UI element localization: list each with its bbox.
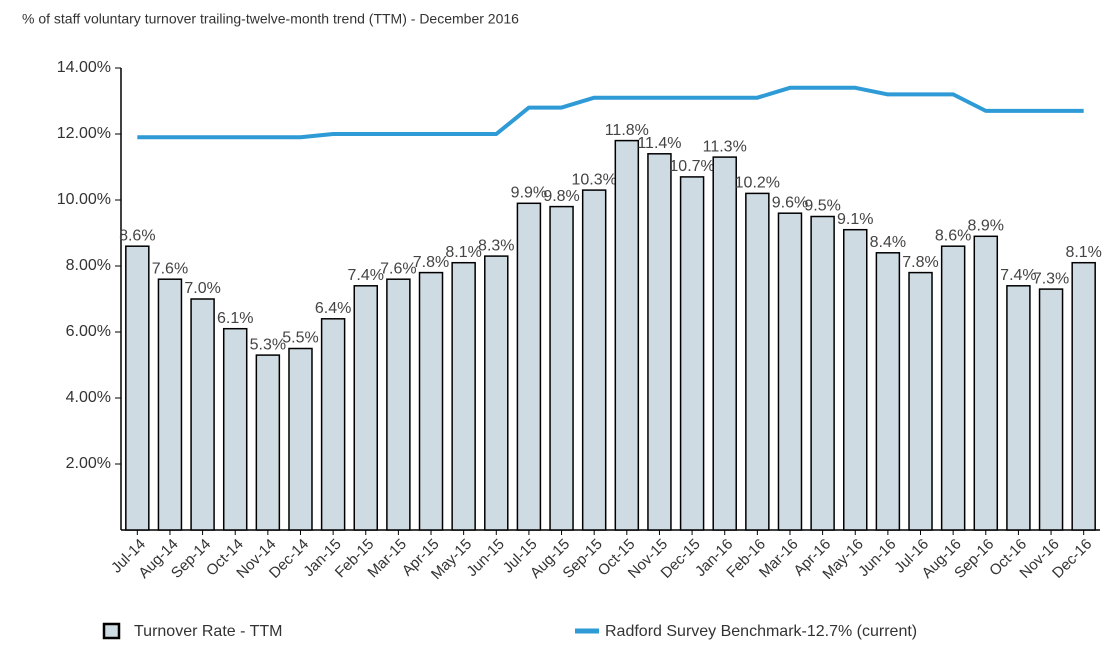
- data-label: 11.8%: [605, 122, 649, 139]
- bar: [386, 278, 411, 531]
- bar: [484, 255, 509, 531]
- y-tick-label: 14.00%: [57, 59, 111, 76]
- bar: [222, 327, 248, 531]
- bar: [190, 298, 215, 531]
- data-label: 5.3%: [250, 336, 286, 353]
- y-tick-label: 10.00%: [57, 191, 111, 208]
- legend-label: Turnover Rate - TTM: [134, 623, 282, 640]
- bar: [843, 228, 868, 531]
- data-label: 7.4%: [348, 267, 384, 284]
- bar: [451, 261, 476, 531]
- bar: [549, 205, 574, 531]
- bar: [516, 202, 542, 531]
- bar: [745, 192, 770, 531]
- data-label: 8.6%: [935, 227, 971, 244]
- line: [137, 85, 1084, 140]
- data-label: 9.5%: [804, 198, 840, 215]
- data-label: 8.1%: [1065, 244, 1101, 261]
- data-label: 11.4%: [637, 135, 681, 152]
- bar: [614, 139, 640, 531]
- data-label: 10.2%: [735, 175, 780, 192]
- data-label: 8.1%: [445, 244, 481, 261]
- data-label: 11.3%: [703, 138, 747, 155]
- bar: [418, 271, 444, 531]
- bar: [1006, 285, 1031, 531]
- bar: [908, 271, 933, 531]
- bar: [679, 176, 705, 531]
- data-label: 7.3%: [1033, 270, 1069, 287]
- legend-label: Radford Survey Benchmark-12.7% (current): [605, 623, 917, 640]
- data-label: 8.6%: [119, 227, 155, 244]
- y-tick-label: 6.00%: [66, 323, 111, 340]
- bar: [581, 189, 607, 531]
- y-tick-label: 2.00%: [66, 455, 111, 472]
- data-label: 9.8%: [543, 188, 579, 205]
- data-label: 7.4%: [1000, 267, 1036, 284]
- data-label: 9.6%: [772, 194, 808, 211]
- data-label: 8.3%: [478, 237, 514, 254]
- bar: [255, 354, 281, 531]
- data-label: 9.9%: [511, 185, 547, 202]
- data-label: 6.1%: [217, 310, 253, 327]
- bar: [320, 318, 346, 531]
- data-label: 8.4%: [870, 234, 906, 251]
- data-label: 5.5%: [282, 330, 318, 347]
- x-tick-label: Jun-16: [855, 536, 899, 580]
- bar: [157, 278, 183, 531]
- data-label: 9.1%: [837, 211, 873, 228]
- bar: [777, 212, 803, 531]
- data-label: 7.8%: [413, 254, 449, 271]
- bar: [647, 153, 672, 531]
- data-label: 10.7%: [669, 158, 714, 175]
- data-label: 7.6%: [152, 260, 188, 277]
- data-label: 7.6%: [380, 260, 416, 277]
- bar: [712, 156, 737, 531]
- chart-title: % of staff voluntary turnover trailing-t…: [22, 11, 519, 27]
- y-tick-label: 12.00%: [57, 125, 111, 142]
- bar: [810, 215, 835, 531]
- data-label: 7.0%: [184, 280, 220, 297]
- legend-swatch: [102, 622, 121, 640]
- bar: [288, 347, 313, 531]
- data-label: 10.3%: [571, 171, 616, 188]
- x-tick-label: Jun-15: [463, 536, 507, 580]
- data-label: 7.8%: [902, 254, 938, 271]
- y-tick-label: 4.00%: [66, 389, 111, 406]
- y-tick-label: 8.00%: [66, 257, 111, 274]
- bar: [1071, 261, 1096, 531]
- bar: [1038, 288, 1064, 531]
- bar: [353, 285, 378, 531]
- data-label: 6.4%: [315, 300, 351, 317]
- bar: [973, 235, 999, 531]
- data-label: 8.9%: [968, 218, 1004, 235]
- bar: [875, 252, 901, 531]
- bar: [940, 245, 966, 531]
- bar: [125, 245, 150, 531]
